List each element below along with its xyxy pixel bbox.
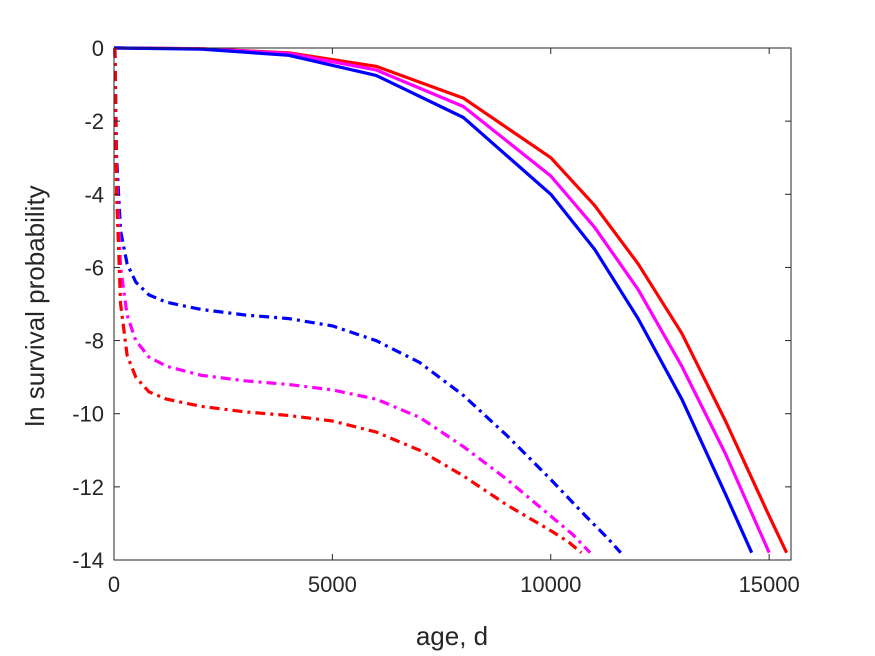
y-tick-label: -12 xyxy=(72,475,104,500)
plot-area xyxy=(114,48,791,560)
y-tick-label: 0 xyxy=(92,36,104,61)
series-line-3 xyxy=(113,47,622,554)
series-line-2 xyxy=(114,46,754,554)
ticks-layer: 0 5000 10000 15000 0 -2 -4 -6 -8 -10 -12 -14 xyxy=(72,36,800,597)
y-tick-label: -10 xyxy=(72,402,104,427)
y-axis-label: ln survival probability xyxy=(20,185,50,426)
x-axis-label: age, d xyxy=(416,621,488,651)
series-layer xyxy=(113,46,789,554)
x-tick-label: 15000 xyxy=(739,572,800,597)
plot-frame xyxy=(113,47,792,561)
series-line-4 xyxy=(113,47,592,554)
series-line-5 xyxy=(113,47,583,554)
x-tick-label: 5000 xyxy=(308,572,357,597)
x-tick-label: 10000 xyxy=(520,572,581,597)
y-tick-label: -8 xyxy=(84,329,104,354)
y-tick-label: -4 xyxy=(84,182,104,207)
y-tick-label: -2 xyxy=(84,109,104,134)
y-tick-label: -6 xyxy=(84,255,104,280)
x-tick-label: 0 xyxy=(108,572,120,597)
y-tick-label: -14 xyxy=(72,548,104,573)
